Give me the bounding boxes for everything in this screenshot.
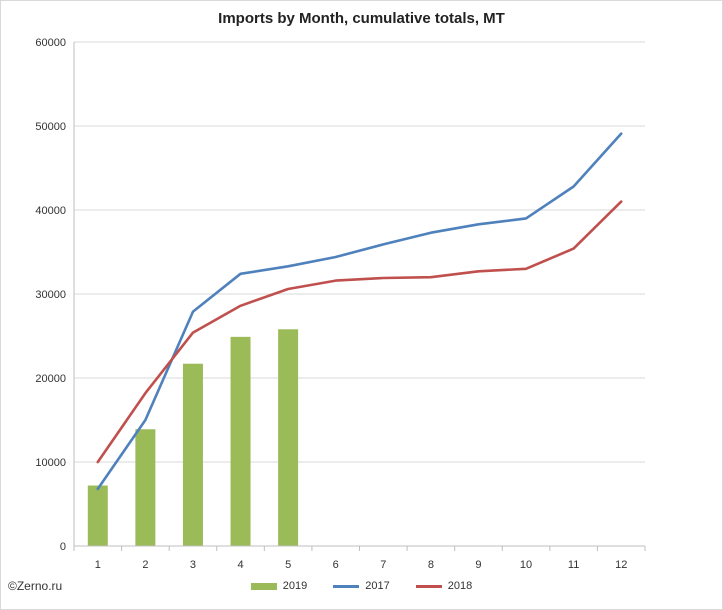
footer-credit: ©Zerno.ru: [8, 579, 63, 593]
legend-label: 2018: [447, 580, 473, 592]
bar-2019: [230, 336, 251, 546]
x-tick-label: 9: [475, 559, 481, 571]
x-tick-label: 10: [520, 559, 532, 571]
x-tick-label: 1: [95, 559, 101, 571]
legend-item-2017: 2017: [333, 580, 390, 592]
legend-swatch: [415, 584, 442, 588]
x-tick-label: 5: [285, 559, 291, 571]
series-line-2017: [96, 132, 623, 491]
legend-label: 2017: [365, 580, 390, 592]
legend-swatch: [250, 582, 277, 590]
x-tick-label: 7: [380, 559, 386, 571]
legend-swatch: [333, 584, 360, 588]
x-tick-label: 6: [333, 559, 339, 571]
bar-2019: [182, 363, 203, 546]
series-line-2018: [96, 200, 623, 464]
legend-label: 2019: [282, 580, 308, 592]
y-tick-label: 20000: [35, 373, 66, 385]
x-tick-label: 11: [568, 559, 579, 571]
bar-2019: [278, 329, 299, 546]
legend-item-2019: 2019: [250, 580, 308, 592]
x-tick-label: 8: [428, 559, 434, 571]
bar-2019: [135, 429, 156, 546]
y-tick-label: 50000: [35, 121, 66, 133]
y-tick-label: 0: [60, 541, 66, 553]
bar-2019: [87, 485, 108, 546]
legend-item-2018: 2018: [415, 580, 473, 592]
chart-title: Imports by Month, cumulative totals, MT: [218, 10, 505, 27]
y-tick-label: 10000: [35, 457, 66, 469]
x-tick-label: 12: [615, 559, 627, 571]
chart-legend: 2019 2017 2018: [0, 580, 723, 592]
y-tick-label: 30000: [35, 289, 66, 301]
x-tick-label: 2: [142, 559, 148, 571]
x-tick-label: 3: [190, 559, 196, 571]
y-tick-label: 40000: [35, 205, 66, 217]
y-tick-label: 60000: [35, 37, 66, 49]
x-tick-label: 4: [237, 559, 243, 571]
